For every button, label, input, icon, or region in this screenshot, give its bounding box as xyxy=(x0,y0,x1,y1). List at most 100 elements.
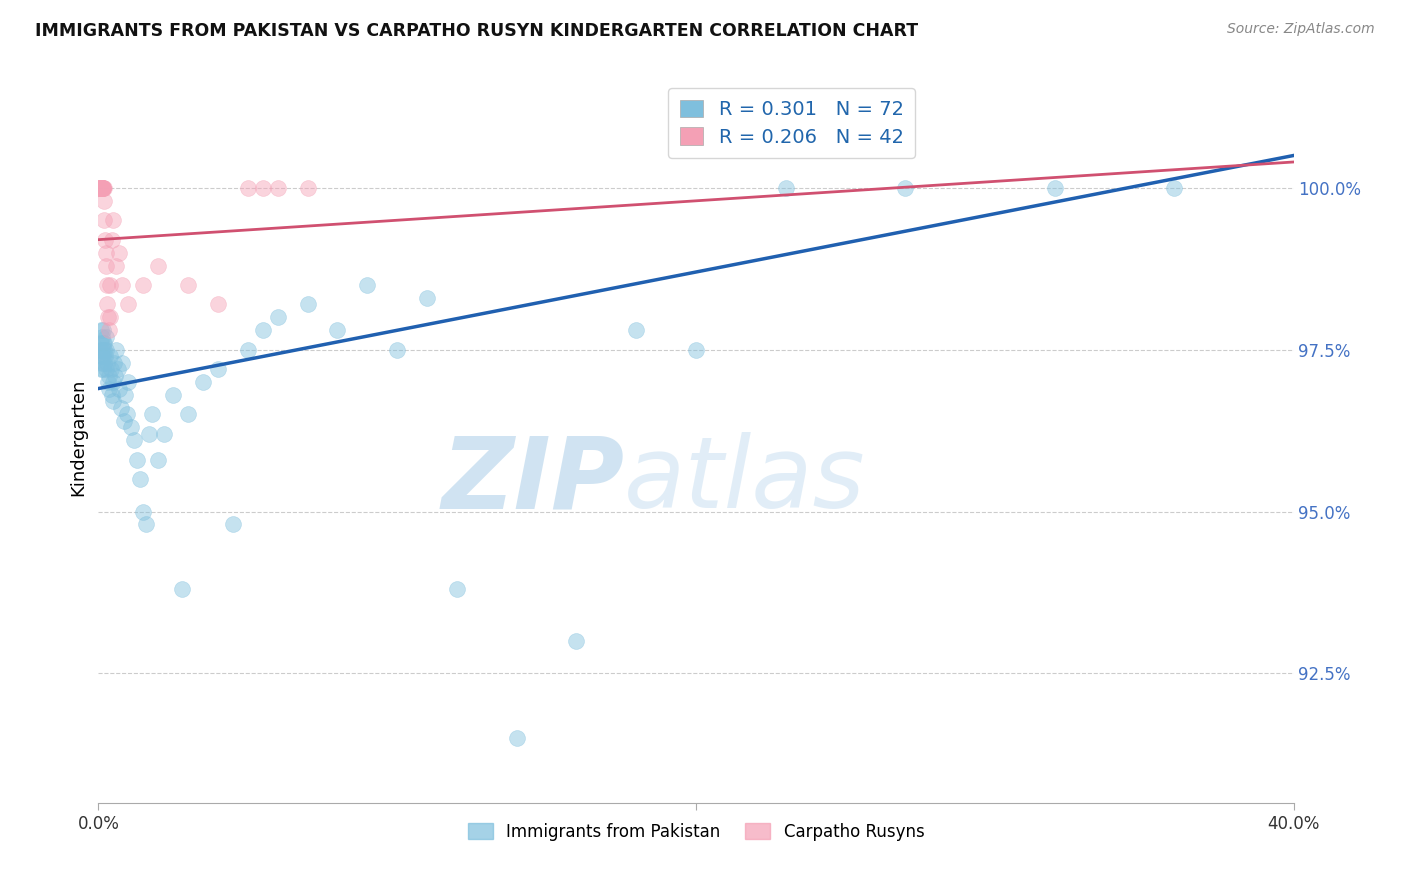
Point xyxy=(90,181,112,195)
Point xyxy=(1043,181,1066,195)
Point xyxy=(94,362,117,376)
Legend: Immigrants from Pakistan, Carpatho Rusyns: Immigrants from Pakistan, Carpatho Rusyn… xyxy=(460,814,932,849)
Point xyxy=(207,297,229,311)
Point xyxy=(93,336,115,351)
Point xyxy=(124,434,146,448)
Point xyxy=(108,245,131,260)
Point xyxy=(98,277,121,292)
Point xyxy=(565,634,588,648)
Point xyxy=(685,343,707,357)
Text: IMMIGRANTS FROM PAKISTAN VS CARPATHO RUSYN KINDERGARTEN CORRELATION CHART: IMMIGRANTS FROM PAKISTAN VS CARPATHO RUS… xyxy=(35,22,918,40)
Point xyxy=(236,181,259,195)
Point xyxy=(108,382,131,396)
Point xyxy=(446,582,468,597)
Point xyxy=(138,426,160,441)
Point xyxy=(98,349,122,363)
Point xyxy=(90,356,112,370)
Point xyxy=(222,517,245,532)
Point xyxy=(91,343,114,357)
Point xyxy=(297,181,319,195)
Point xyxy=(87,181,110,195)
Point xyxy=(172,582,194,597)
Point xyxy=(127,452,149,467)
Point xyxy=(297,297,319,311)
Point xyxy=(110,401,132,415)
Point xyxy=(207,362,229,376)
Point xyxy=(385,343,409,357)
Point xyxy=(89,181,111,195)
Point xyxy=(267,181,290,195)
Point xyxy=(91,181,114,195)
Point xyxy=(103,356,125,370)
Point xyxy=(90,362,112,376)
Point xyxy=(177,277,200,292)
Point xyxy=(101,388,124,402)
Point xyxy=(93,181,115,195)
Point xyxy=(97,375,120,389)
Point xyxy=(93,181,115,195)
Point xyxy=(91,323,114,337)
Point xyxy=(93,213,115,227)
Point xyxy=(96,297,118,311)
Point xyxy=(93,362,115,376)
Point xyxy=(97,382,120,396)
Point xyxy=(96,356,118,370)
Point xyxy=(626,323,648,337)
Point xyxy=(114,388,136,402)
Point xyxy=(89,181,111,195)
Point xyxy=(356,277,378,292)
Point xyxy=(775,181,797,195)
Point xyxy=(103,394,125,409)
Point xyxy=(104,368,127,383)
Point xyxy=(129,472,152,486)
Point xyxy=(90,181,112,195)
Point xyxy=(117,375,139,389)
Point xyxy=(90,181,112,195)
Point xyxy=(326,323,349,337)
Point xyxy=(236,343,259,357)
Point xyxy=(153,426,176,441)
Point xyxy=(111,277,134,292)
Point xyxy=(100,362,122,376)
Point xyxy=(91,330,114,344)
Point xyxy=(97,323,120,337)
Point xyxy=(91,349,114,363)
Point xyxy=(89,181,111,195)
Point xyxy=(93,194,115,208)
Point xyxy=(96,277,118,292)
Point xyxy=(93,343,115,357)
Point xyxy=(91,336,114,351)
Point xyxy=(94,233,117,247)
Point xyxy=(90,336,112,351)
Point xyxy=(91,181,114,195)
Point xyxy=(894,181,917,195)
Point xyxy=(89,181,111,195)
Point xyxy=(91,181,114,195)
Text: ZIP: ZIP xyxy=(441,433,624,530)
Point xyxy=(94,245,117,260)
Point xyxy=(252,181,274,195)
Point xyxy=(132,504,155,518)
Y-axis label: Kindergarten: Kindergarten xyxy=(69,378,87,496)
Point xyxy=(148,452,170,467)
Point xyxy=(148,259,170,273)
Point xyxy=(103,213,125,227)
Point xyxy=(135,517,157,532)
Point xyxy=(105,259,128,273)
Point xyxy=(94,349,117,363)
Point xyxy=(416,291,439,305)
Point xyxy=(90,349,112,363)
Point xyxy=(101,233,124,247)
Point xyxy=(115,408,138,422)
Point xyxy=(89,343,111,357)
Point xyxy=(98,368,121,383)
Point xyxy=(141,408,163,422)
Point xyxy=(96,343,118,357)
Point xyxy=(252,323,274,337)
Point xyxy=(506,731,529,745)
Point xyxy=(1163,181,1185,195)
Text: atlas: atlas xyxy=(624,433,866,530)
Point xyxy=(120,420,142,434)
Point xyxy=(107,362,129,376)
Point xyxy=(112,414,135,428)
